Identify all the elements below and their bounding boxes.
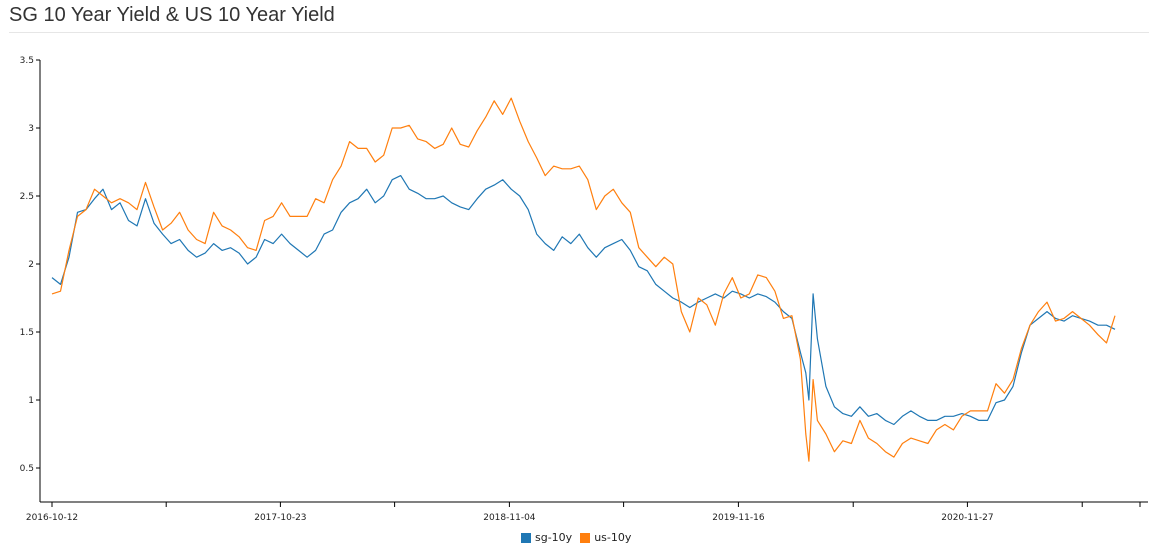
y-tick-label: 2 [28,260,34,270]
title-divider [9,32,1149,33]
y-tick-label: 2.5 [20,192,34,202]
y-tick-label: 1 [28,396,34,406]
y-tick-label: 3.5 [20,56,34,66]
axes: 0.5 1 1.5 2 2.5 3 3.5 2016-10-12 2017-10-23 2018-… [20,56,1148,523]
x-tick-label: 2020-11-27 [941,513,993,523]
y-tick-label: 3 [28,124,34,134]
x-tick-label: 2019-11-16 [712,513,765,523]
x-tick-label: 2017-10-23 [254,513,306,523]
legend: sg-10y us-10y [521,531,639,544]
legend-label-us: us-10y [594,531,632,544]
series-line-sg-10y [51,175,1116,426]
legend-item-sg[interactable]: sg-10y [521,531,572,544]
legend-swatch-sg [521,532,531,543]
series-lines [51,97,1116,462]
x-tick-label: 2018-11-04 [483,513,536,523]
series-line-us-10y [51,97,1116,462]
y-tick-label: 1.5 [20,328,34,338]
y-tick-label: 0.5 [20,464,34,474]
x-tick-label: 2016-10-12 [26,513,78,523]
legend-item-us[interactable]: us-10y [580,531,631,544]
legend-label-sg: sg-10y [535,531,573,544]
legend-swatch-us [580,532,591,543]
chart-title: SG 10 Year Yield & US 10 Year Yield [9,4,335,26]
